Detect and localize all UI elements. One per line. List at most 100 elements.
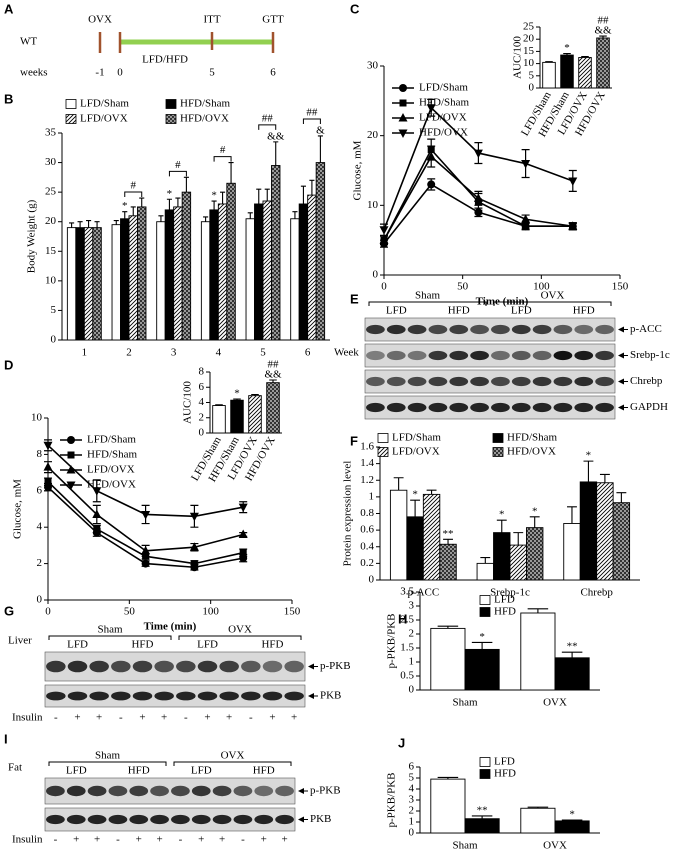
legend-label: HFD/OVX — [419, 127, 468, 139]
bar — [266, 382, 280, 434]
blot-band — [449, 376, 469, 387]
y-tick-label: 8 — [37, 448, 43, 460]
lane-label: - — [116, 834, 120, 846]
blot-strip — [364, 395, 616, 420]
blot-band — [553, 376, 573, 387]
marker — [568, 177, 578, 186]
bracket — [168, 170, 187, 177]
blot-band — [275, 785, 294, 797]
error-bar — [228, 162, 234, 184]
group-bracket — [178, 635, 302, 640]
bracket — [124, 191, 143, 198]
blot-band — [366, 376, 385, 387]
y-tick-label: 2 — [409, 628, 415, 640]
error-bar — [300, 185, 306, 204]
panel-letter: E — [350, 291, 359, 306]
error-bar — [561, 651, 583, 658]
blot-band — [212, 785, 232, 797]
legend-label: LFD/Sham — [392, 432, 441, 444]
tissue-label: Fat — [8, 762, 22, 774]
y-tick-label: 0 — [199, 427, 205, 439]
marker — [473, 149, 483, 159]
diet-label: HFD — [128, 765, 150, 777]
blot-band — [428, 402, 448, 413]
x-tick-label: Srebp-1c — [490, 587, 530, 599]
error-bar — [599, 473, 610, 483]
error-bar — [264, 188, 270, 202]
blot-band — [154, 691, 174, 701]
bar — [181, 191, 192, 341]
x-tick-label: 5 — [260, 347, 266, 359]
y-tick-label: 8 — [199, 366, 205, 378]
diet-label: LFD — [197, 639, 218, 651]
y-tick-label: 1.5 — [400, 642, 414, 654]
blot-band — [254, 785, 274, 797]
y-tick-label: 4 — [37, 521, 43, 533]
y-tick-label: 10 — [523, 57, 535, 69]
legend-label: HFD/Sham — [180, 98, 231, 110]
error-bar — [393, 477, 404, 491]
error-bar — [273, 141, 279, 166]
significance-label: && — [264, 369, 282, 381]
blot-band — [275, 814, 294, 825]
legend-label: HFD — [494, 606, 516, 618]
blot-band — [553, 350, 573, 361]
blot-band — [171, 814, 190, 825]
lane-label: - — [179, 834, 183, 846]
y-axis-label: Protein expression level — [342, 461, 354, 567]
blot-band — [366, 402, 385, 413]
blot-band — [212, 814, 232, 825]
group-bracket — [368, 301, 487, 306]
legend-swatch — [165, 99, 177, 109]
band-label: GAPDH — [630, 401, 668, 413]
bar — [75, 227, 85, 341]
blot-band — [574, 324, 594, 335]
bar — [262, 200, 272, 341]
bar — [560, 54, 574, 89]
blot-band — [132, 660, 153, 673]
y-tick-label: 3 — [409, 794, 415, 806]
bar — [554, 820, 590, 834]
marker — [239, 549, 247, 557]
marker — [568, 221, 578, 230]
marker — [379, 226, 389, 235]
legend-label: HFD/OVX — [507, 446, 556, 458]
y-axis-label: Glucose, mM — [352, 140, 364, 200]
blot-band — [595, 350, 614, 361]
legend-marker — [398, 129, 408, 138]
blot-band — [46, 691, 66, 701]
lane-label: + — [94, 834, 100, 846]
y-tick-label: 0.8 — [360, 507, 374, 519]
lane-label: - — [54, 834, 58, 846]
marker — [92, 487, 102, 496]
bar — [164, 209, 175, 341]
arrow — [298, 788, 304, 794]
error-bar — [130, 206, 136, 216]
diet-label: HFD — [573, 305, 595, 317]
treatment-label: Insulin — [12, 712, 43, 724]
bracket-label: # — [175, 159, 181, 171]
legend-label: LFD/Sham — [80, 98, 129, 110]
x-tick-label: p-ACC — [407, 587, 439, 599]
bar — [596, 482, 614, 581]
marker — [238, 529, 248, 538]
blot-band — [449, 324, 469, 335]
bar — [476, 562, 494, 581]
band-label: p-PKB — [320, 660, 351, 672]
legend-marker — [67, 436, 75, 444]
marker — [426, 104, 436, 113]
significance-label: && — [267, 130, 285, 142]
band-label: PKB — [310, 813, 331, 825]
marker — [426, 151, 436, 161]
bar — [209, 209, 219, 341]
panel-letter: D — [4, 357, 13, 372]
error-bar — [94, 221, 100, 228]
band-label: PKB — [320, 690, 341, 702]
legend-swatch — [377, 433, 389, 443]
marker — [521, 160, 531, 169]
legend-marker — [399, 99, 407, 107]
blot-band — [284, 660, 304, 673]
blot-band — [428, 350, 448, 361]
bracket-label: # — [130, 180, 136, 192]
lane-label: + — [96, 712, 102, 724]
